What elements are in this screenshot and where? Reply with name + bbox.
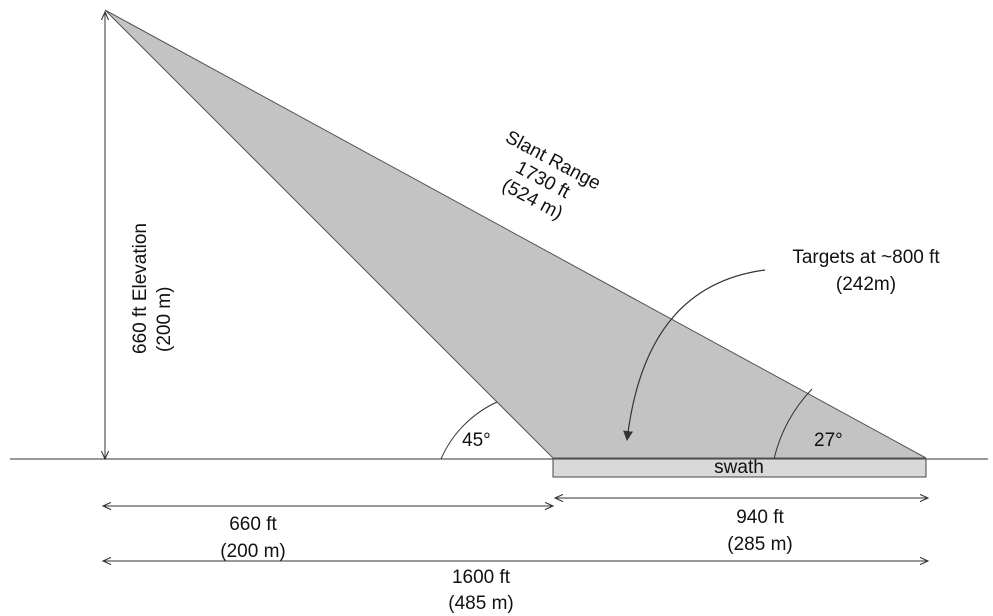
targets-pointer-arrow [623, 269, 766, 441]
dim-total-line1: 1600 ft [452, 567, 511, 588]
targets-label-line1: Targets at ~800 ft [792, 247, 940, 268]
angle-arc-near [440, 401, 498, 460]
elevation-label-line1: 660 ft Elevation [130, 223, 151, 354]
targets-label-line2: (242m) [836, 274, 896, 295]
beam-triangle [104, 9, 927, 459]
angle-arc-far [773, 388, 813, 460]
elevation-label-line2: (200 m) [154, 287, 175, 352]
slant-range-label: Slant Range 1730 ft (524 m) [498, 127, 604, 224]
swath-label: swath [714, 457, 764, 478]
dim-near-line2: (200 m) [220, 541, 285, 562]
dim-total-line2: (485 m) [448, 593, 513, 614]
swath-bar [552, 458, 927, 478]
angle-far-label: 27° [814, 430, 843, 451]
dim-swath-line2: (285 m) [727, 534, 792, 555]
dim-swath-line1: 940 ft [736, 507, 784, 528]
angle-near-label: 45° [462, 430, 491, 451]
dim-near-line1: 660 ft [229, 514, 277, 535]
